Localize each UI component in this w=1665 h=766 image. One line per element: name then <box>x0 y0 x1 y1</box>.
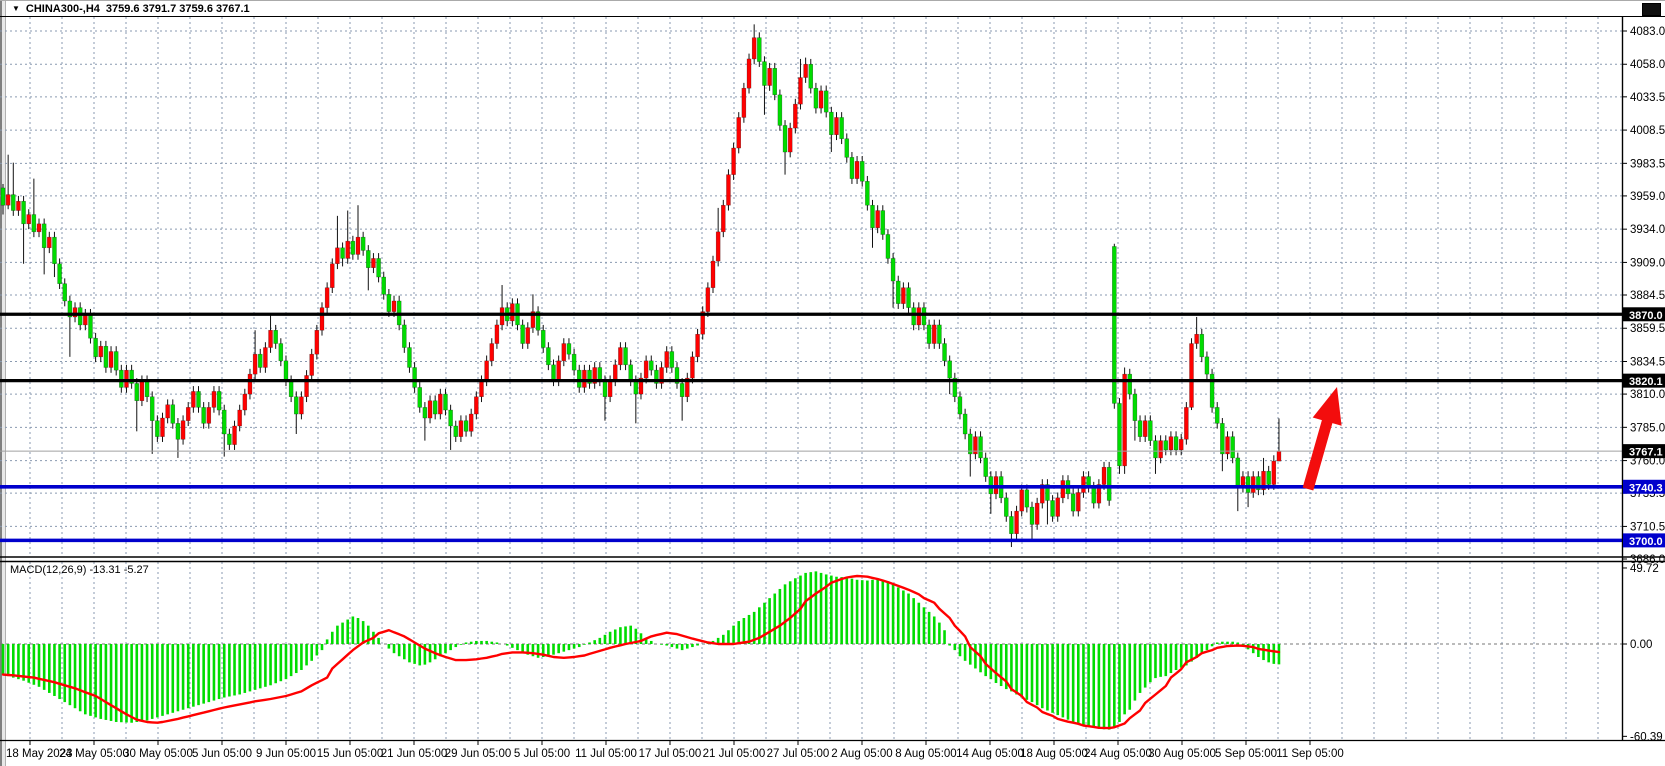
macd-axis-label: 49.72 <box>1630 563 1659 575</box>
horizontal-lines[interactable] <box>0 312 1622 543</box>
candles-layer <box>0 24 1282 548</box>
macd-axis[interactable]: 49.72 0.00 -60.39 <box>1622 563 1663 743</box>
time-axis-label: 5 Jul 05:00 <box>514 748 570 760</box>
time-axis-label: 24 May 05:00 <box>59 748 129 760</box>
price-tag-text: 3767.1 <box>1629 447 1663 459</box>
price-tags: 3870.0 3820.1 3767.1 3740.3 3700.0 <box>1623 307 1665 548</box>
price-axis-label: 4008.5 <box>1630 125 1665 137</box>
trend-arrow-annotation[interactable] <box>1302 387 1342 491</box>
price-tag <box>1623 479 1665 494</box>
price-axis-label: 3959.0 <box>1630 191 1665 203</box>
symbol-dropdown-icon[interactable]: ▼ <box>12 4 20 13</box>
time-axis-label: 24 Aug 05:00 <box>1084 748 1152 760</box>
time-axis-label: 21 Jun 05:00 <box>381 748 448 760</box>
macd-indicator-label: MACD(12,26,9) -13.31 -5.27 <box>10 564 149 576</box>
price-tag <box>1623 307 1665 322</box>
window-button[interactable] <box>1642 3 1661 16</box>
price-axis-label: 3884.5 <box>1630 290 1665 302</box>
price-axis-label: 3785.0 <box>1630 422 1665 434</box>
price-axis-label: 4083.0 <box>1630 26 1665 38</box>
price-tag-text: 3700.0 <box>1629 536 1663 548</box>
time-axis-label: 8 Aug 05:00 <box>895 748 956 760</box>
price-tag-text: 3820.1 <box>1629 376 1663 388</box>
time-axis-label: 30 Aug 05:00 <box>1148 748 1216 760</box>
price-tag <box>1623 444 1665 459</box>
price-axis-label: 3909.0 <box>1630 257 1665 269</box>
time-axis-label: 27 Jul 05:00 <box>767 748 830 760</box>
panel-borders <box>0 16 1665 742</box>
symbol-period-label: CHINA300-,H4 <box>25 3 100 15</box>
time-axis-label: 11 Jul 05:00 <box>575 748 637 760</box>
price-axis-label: 4058.0 <box>1630 59 1665 71</box>
time-axis-label: 14 Aug 05:00 <box>956 748 1024 760</box>
price-axis-label: 3760.0 <box>1630 456 1665 468</box>
time-axis-label: 29 Jun 05:00 <box>445 748 512 760</box>
time-axis-label: 21 Jul 05:00 <box>703 748 766 760</box>
time-axis-label: 30 May 05:00 <box>123 748 193 760</box>
macd-axis-label: 0.00 <box>1630 639 1652 651</box>
annotations-layer[interactable] <box>1302 387 1342 491</box>
price-axis-label: 3934.0 <box>1630 224 1665 236</box>
price-tag <box>1623 533 1665 548</box>
price-axis-label: 3710.5 <box>1630 521 1665 533</box>
price-axis-label: 4033.5 <box>1630 92 1665 104</box>
time-axis-label: 5 Sep 05:00 <box>1215 748 1277 760</box>
price-axis[interactable]: 4083.0 4058.0 4033.5 4008.5 3983.5 3959.0 3934… <box>1622 26 1665 566</box>
macd-axis-label: -60.39 <box>1630 731 1663 743</box>
time-axis-label: 11 Sep 05:00 <box>1276 748 1344 760</box>
time-axis-label: 17 Jul 05:00 <box>639 748 702 760</box>
price-tag <box>1623 373 1665 388</box>
time-axis-label: 2 Aug 05:00 <box>831 748 892 760</box>
macd-signal-line <box>1 574 1281 730</box>
price-axis-label: 3983.5 <box>1630 158 1665 170</box>
window-left-divider[interactable] <box>0 1 6 766</box>
time-axis-label: 5 Jun 05:00 <box>192 748 252 760</box>
price-axis-label: 3834.5 <box>1630 356 1665 368</box>
price-tag-text: 3870.0 <box>1629 310 1663 322</box>
chart-header: ▼ CHINA300-,H4 3759.6 3791.7 3759.6 3767… <box>8 2 254 16</box>
price-axis-label: 3859.5 <box>1630 323 1665 335</box>
time-axis-label: 15 Jun 05:00 <box>317 748 384 760</box>
time-axis-label: 18 May 2023 <box>6 748 73 760</box>
price-axis-label: 3810.0 <box>1630 389 1665 401</box>
price-tag-text: 3740.3 <box>1629 482 1663 494</box>
price-axis-label: 3686.0 <box>1630 554 1665 566</box>
time-axis-label: 18 Aug 05:00 <box>1020 748 1088 760</box>
ohlc-readout: 3759.6 3791.7 3759.6 3767.1 <box>105 3 250 15</box>
time-axis-label: 9 Jun 05:00 <box>256 748 316 760</box>
macd-histogram <box>1 571 1281 730</box>
